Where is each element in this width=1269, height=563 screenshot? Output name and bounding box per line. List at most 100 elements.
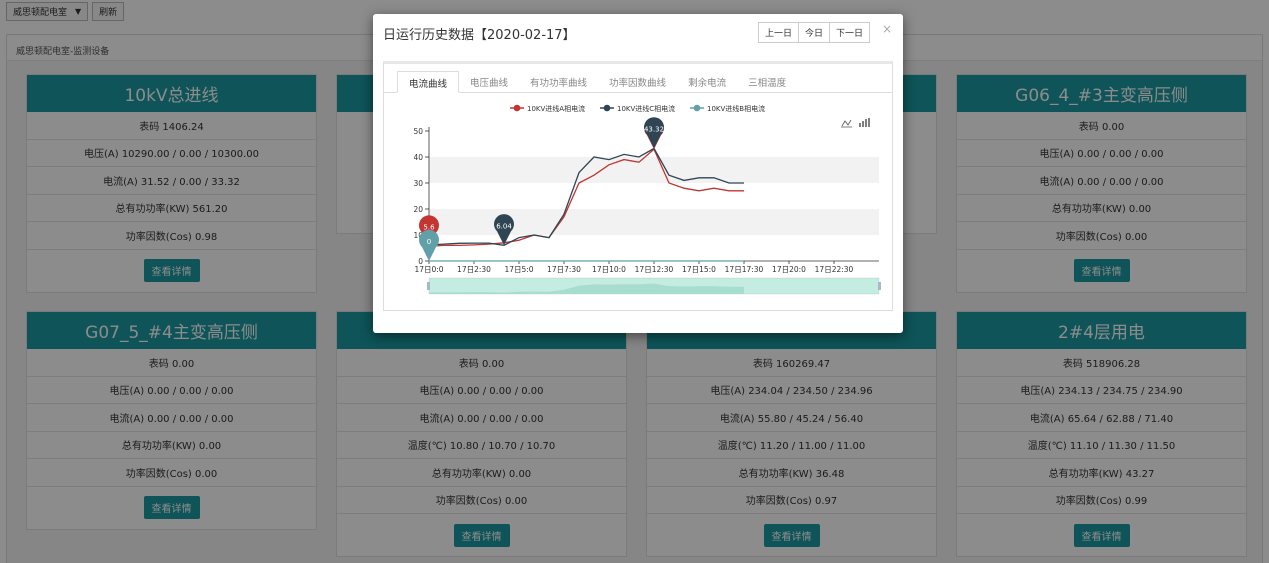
view-details-button[interactable]: 查看详情 (1073, 523, 1130, 547)
data-zoom-handle-left (427, 282, 430, 290)
x-tick-label: 17日15:0 (682, 265, 716, 274)
view-details-button[interactable]: 查看详情 (453, 523, 510, 547)
card-row: 电流(A) 55.80 / 45.24 / 56.40 (647, 404, 936, 432)
x-tick-label: 17日22:30 (815, 265, 854, 274)
grid-band (429, 157, 879, 183)
close-icon[interactable]: × (881, 22, 892, 36)
card-title: 10kV总进线 (27, 75, 316, 112)
y-tick-label: 40 (413, 153, 423, 162)
view-details-button[interactable]: 查看详情 (763, 523, 820, 547)
legend-label: 10KV进线B相电流 (707, 104, 765, 113)
card-row: 温度(℃) 11.10 / 11.30 / 11.50 (957, 432, 1246, 459)
card-row: 电压(A) 0.00 / 0.00 / 0.00 (337, 377, 626, 404)
card-title: G07_5_#4主变高压侧 (27, 312, 316, 349)
tab-residual-current[interactable]: 剩余电流 (688, 78, 727, 89)
card-row: 电压(A) 10290.00 / 0.00 / 10300.00 (27, 140, 316, 167)
card-footer: 查看详情 (27, 487, 316, 529)
prev-day-button[interactable]: 上一日 (757, 22, 799, 43)
view-details-button[interactable]: 查看详情 (143, 496, 200, 519)
series-line (428, 148, 744, 248)
x-tick-label: 17日5:0 (504, 265, 533, 274)
x-tick-label: 17日2:30 (457, 265, 491, 274)
card-row: 电压(A) 234.13 / 234.75 / 234.90 (957, 377, 1246, 404)
max-marker-label: 43.32 (644, 125, 664, 133)
legend-label: 10KV进线A相电流 (527, 104, 585, 113)
room-select[interactable]: 威思顿配电室 ▼ (6, 2, 89, 21)
x-tick-label: 17日0:0 (414, 265, 443, 274)
history-modal: 日运行历史数据【2020-02-17】 上一日 今日 下一日 × 电流曲线 电压… (373, 14, 903, 333)
card-row: 温度(℃) 11.20 / 11.00 / 11.00 (647, 432, 936, 459)
card-footer: 查看详情 (27, 250, 316, 292)
card-row: 功率因数(Cos) 0.00 (27, 459, 316, 487)
card-row: 电压(A) 234.04 / 234.50 / 234.96 (647, 377, 936, 404)
data-zoom-selection (429, 278, 879, 294)
card-title: G06_4_#3主变高压侧 (957, 75, 1246, 112)
card-row: 电流(A) 0.00 / 0.00 / 0.00 (337, 404, 626, 432)
card-row: 电压(A) 0.00 / 0.00 / 0.00 (957, 140, 1246, 167)
card-row: 表码 0.00 (27, 349, 316, 377)
card-row: 总有功功率(KW) 36.48 (647, 459, 936, 487)
tab-active-power[interactable]: 有功功率曲线 (530, 78, 588, 89)
card-row: 功率因数(Cos) 0.98 (27, 222, 316, 250)
tab-three-phase-temp[interactable]: 三相温度 (748, 78, 787, 89)
chevron-down-icon: ▼ (75, 7, 82, 16)
current-line-chart: 0 10 20 30 40 50 17日0:0 17日2:30 17日5:0 17日7:30 17日… (413, 104, 881, 295)
card-row: 表码 160269.47 (647, 349, 936, 377)
card-row: 电流(A) 65.64 / 62.88 / 71.40 (957, 404, 1246, 432)
min-marker (419, 229, 439, 261)
min-marker-label: 5.6 (423, 223, 435, 231)
tab-voltage[interactable]: 电压曲线 (470, 78, 509, 89)
room-select-value: 威思顿配电室 (13, 8, 68, 18)
chart-tabs: 电流曲线 电压曲线 有功功率曲线 功率因数曲线 剩余电流 三相温度 (397, 71, 797, 93)
chart-container: 电流曲线 电压曲线 有功功率曲线 功率因数曲线 剩余电流 三相温度 0 10 20 3… (383, 61, 893, 311)
card-row: 总有功功率(KW) 561.20 (27, 195, 316, 222)
tab-current[interactable]: 电流曲线 (397, 71, 460, 93)
data-zoom-handle-right (878, 282, 881, 290)
min-marker-label: 6.04 (496, 222, 512, 230)
card-footer: 查看详情 (957, 514, 1246, 556)
view-details-button[interactable]: 查看详情 (1073, 259, 1130, 282)
y-tick-label: 50 (413, 127, 423, 136)
line-chart-icon (841, 119, 852, 128)
x-tick-label: 17日17:30 (725, 265, 764, 274)
card-row: 电压(A) 0.00 / 0.00 / 0.00 (27, 377, 316, 404)
card-row: 功率因数(Cos) 0.97 (647, 487, 936, 514)
next-day-button[interactable]: 下一日 (828, 22, 870, 43)
card-row: 功率因数(Cos) 0.99 (957, 487, 1246, 514)
series-line (428, 147, 744, 246)
card-row: 表码 0.00 (337, 349, 626, 377)
device-card: 10kV总进线 表码 1406.24 电压(A) 10290.00 / 0.00 /… (26, 74, 317, 293)
x-tick-label: 17日12:30 (635, 265, 674, 274)
data-zoom-area (429, 283, 744, 294)
card-footer: 查看详情 (337, 514, 626, 556)
card-row: 表码 518906.28 (957, 349, 1246, 377)
card-row: 总有功功率(KW) 0.00 (27, 432, 316, 459)
card-row: 表码 1406.24 (27, 112, 316, 140)
card-footer: 查看详情 (647, 514, 936, 556)
refresh-button[interactable]: 刷新 (92, 2, 125, 21)
legend-marker (693, 104, 701, 112)
device-card: G06_4_#3主变高压侧 表码 0.00 电压(A) 0.00 / 0.00 / … (956, 74, 1247, 293)
min-marker-label: 0 (427, 238, 431, 246)
tab-power-factor[interactable]: 功率因数曲线 (609, 78, 667, 89)
card-row: 总有功功率(KW) 0.00 (337, 459, 626, 487)
bar-chart-icon (859, 118, 870, 127)
legend-marker (603, 104, 611, 112)
card-row: 总有功功率(KW) 43.27 (957, 459, 1246, 487)
card-row: 温度(℃) 10.80 / 10.70 / 10.70 (337, 432, 626, 459)
view-details-button[interactable]: 查看详情 (143, 259, 200, 282)
card-title: 2#4层用电 (957, 312, 1246, 349)
today-button[interactable]: 今日 (797, 22, 830, 43)
card-footer: 查看详情 (957, 250, 1246, 292)
y-tick-label: 10 (413, 231, 423, 240)
card-row: 表码 0.00 (957, 112, 1246, 140)
y-tick-label: 20 (413, 205, 423, 214)
modal-title: 日运行历史数据【2020-02-17】 (383, 28, 576, 43)
y-tick-label: 0 (418, 257, 423, 266)
x-tick-label: 17日7:30 (547, 265, 581, 274)
card-row: 电流(A) 0.00 / 0.00 / 0.00 (957, 167, 1246, 195)
card-row: 总有功功率(KW) 0.00 (957, 195, 1246, 222)
card-row: 功率因数(Cos) 0.00 (957, 222, 1246, 250)
x-tick-label: 17日20:0 (772, 265, 806, 274)
card-row: 功率因数(Cos) 0.00 (337, 487, 626, 514)
